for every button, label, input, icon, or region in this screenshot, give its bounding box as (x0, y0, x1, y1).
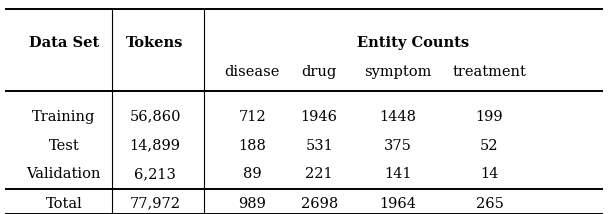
Text: 265: 265 (475, 197, 503, 211)
Text: 1946: 1946 (301, 110, 337, 124)
Text: 77,972: 77,972 (130, 197, 181, 211)
Text: disease: disease (224, 65, 280, 79)
Text: drug: drug (302, 65, 337, 79)
Text: 1964: 1964 (380, 197, 416, 211)
Text: treatment: treatment (452, 65, 527, 79)
Text: 712: 712 (238, 110, 266, 124)
Text: 375: 375 (384, 138, 412, 153)
Text: 199: 199 (475, 110, 503, 124)
Text: symptom: symptom (365, 65, 432, 79)
Text: 531: 531 (305, 138, 333, 153)
Text: 141: 141 (384, 167, 412, 181)
Text: Data Set: Data Set (29, 36, 99, 50)
Text: 221: 221 (305, 167, 333, 181)
Text: Validation: Validation (27, 167, 101, 181)
Text: Total: Total (46, 197, 82, 211)
Text: 52: 52 (480, 138, 499, 153)
Text: 14: 14 (480, 167, 499, 181)
Text: 188: 188 (238, 138, 266, 153)
Text: Entity Counts: Entity Counts (358, 36, 469, 50)
Text: 6,213: 6,213 (134, 167, 176, 181)
Text: 1448: 1448 (380, 110, 416, 124)
Text: 989: 989 (238, 197, 266, 211)
Text: 14,899: 14,899 (130, 138, 181, 153)
Text: Tokens: Tokens (126, 36, 184, 50)
Text: 2698: 2698 (300, 197, 338, 211)
Text: 56,860: 56,860 (130, 110, 181, 124)
Text: Training: Training (32, 110, 95, 124)
Text: Test: Test (49, 138, 79, 153)
Text: 89: 89 (243, 167, 261, 181)
